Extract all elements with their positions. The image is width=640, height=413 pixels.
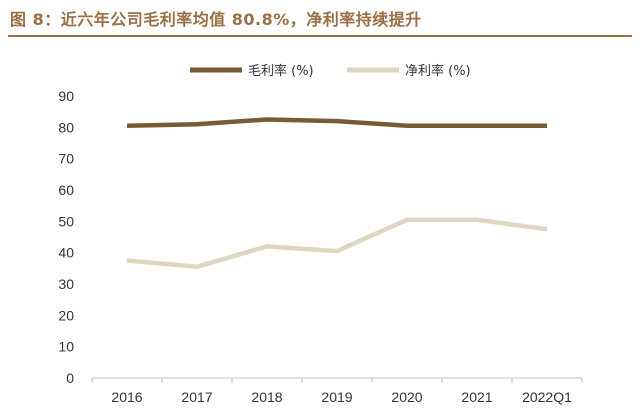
y-tick-label: 70 (58, 151, 74, 167)
y-tick-label: 90 (58, 88, 74, 104)
y-tick-label: 0 (66, 370, 74, 386)
legend-label: 毛利率 (%) (248, 63, 314, 79)
y-tick-label: 10 (58, 339, 74, 355)
x-axis: 2016 2017 2018 2019 2020 2021 2022Q1 (91, 377, 583, 405)
legend: 毛利率 (%) 净利率 (%) (190, 63, 471, 79)
x-tick-label: 2016 (111, 389, 142, 405)
y-tick-label: 30 (58, 276, 74, 292)
y-tick-label: 40 (58, 245, 74, 261)
series-line-net-margin (126, 217, 548, 270)
figure-title: 图 8：近六年公司毛利率均值 80.8%，净利率持续提升 (10, 10, 422, 29)
y-tick-label: 50 (58, 213, 74, 229)
y-axis: 0 10 20 30 40 50 60 70 80 90 (58, 88, 74, 386)
y-tick-label: 80 (58, 119, 74, 135)
y-tick-label: 20 (58, 307, 74, 323)
series-layer (126, 117, 548, 270)
x-tick-label: 2019 (321, 389, 352, 405)
x-tick-label: 2017 (181, 389, 212, 405)
title-divider (8, 35, 632, 37)
y-tick-label: 60 (58, 182, 74, 198)
x-tick-label: 2018 (251, 389, 282, 405)
x-tick-label: 2021 (461, 389, 492, 405)
x-tick-label: 2022Q1 (522, 389, 572, 405)
series-line-gross-margin (126, 117, 547, 129)
x-tick-label: 2020 (391, 389, 422, 405)
legend-label: 净利率 (%) (405, 63, 471, 79)
